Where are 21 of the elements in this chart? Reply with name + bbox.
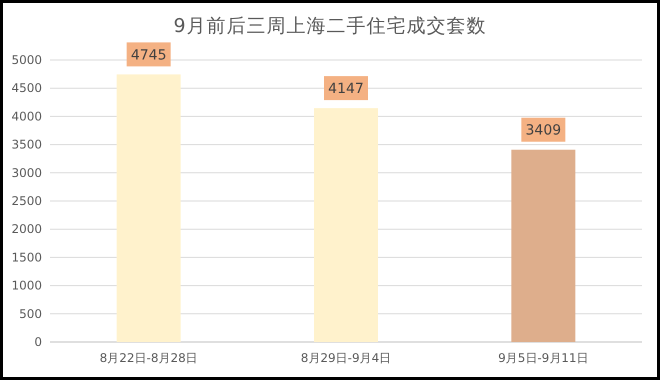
y-tick-label: 0 [34,335,42,349]
y-tick-label: 500 [19,306,42,321]
y-tick-label: 2500 [11,194,42,208]
data-label: 4745 [130,47,166,64]
y-tick-label: 1000 [11,278,42,293]
y-tick-label: 5000 [11,53,42,67]
x-tick-label: 8月22日-8月28日 [100,351,198,365]
bar [116,74,181,342]
x-tick-label: 8月29日-9月4日 [300,351,392,365]
bar [511,150,576,342]
y-tick-label: 2000 [11,222,42,236]
y-tick-label: 4500 [11,81,42,96]
data-label: 3409 [526,122,562,139]
y-tick-label: 1500 [11,250,42,264]
bar [314,108,378,342]
x-tick-label: 9月5日-9月11日 [498,351,589,365]
data-label: 4147 [328,81,364,98]
y-tick-label: 3000 [11,166,42,180]
y-tick-label: 4000 [11,109,42,124]
y-tick-label: 3500 [11,138,42,152]
chart-title: 9月前后三周上海二手住宅成交套数 [173,15,487,37]
